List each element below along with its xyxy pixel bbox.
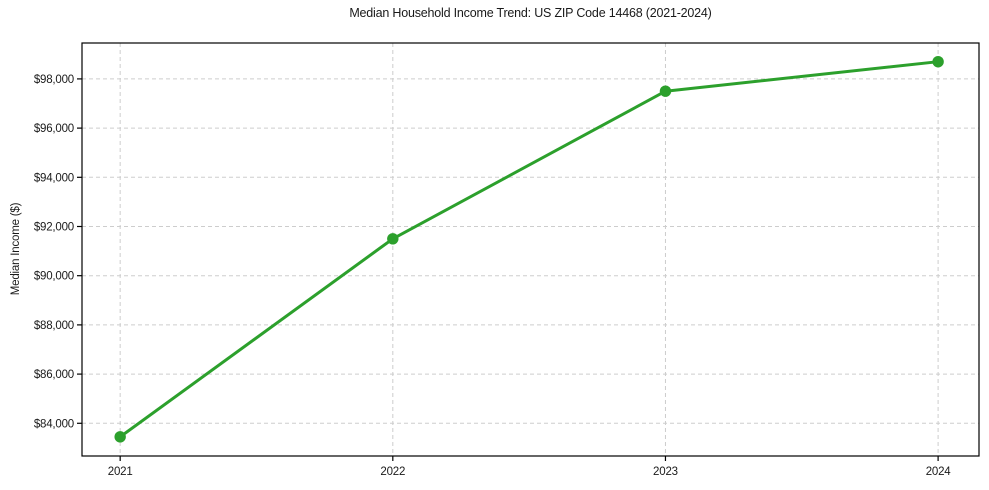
y-tick-label: $88,000 xyxy=(34,320,74,332)
data-point-marker xyxy=(659,85,672,97)
plot-border xyxy=(81,42,980,457)
income-trend-line xyxy=(118,60,940,439)
y-tick-label: $94,000 xyxy=(34,172,74,184)
y-tick-label: $98,000 xyxy=(34,74,74,86)
data-point-marker xyxy=(114,431,126,443)
y-tick-label: $86,000 xyxy=(34,369,74,381)
data-point-marker xyxy=(932,55,944,68)
x-tick-label: 2021 xyxy=(108,466,133,478)
chart-title: Median Household Income Trend: US ZIP Co… xyxy=(349,6,712,20)
y-tick-label: $92,000 xyxy=(34,222,74,234)
y-tick-label: $96,000 xyxy=(34,123,74,135)
x-tick-label: 2023 xyxy=(653,466,678,478)
y-tick-label: $90,000 xyxy=(34,271,74,283)
data-point-marker xyxy=(387,233,399,245)
y-tick-label: $84,000 xyxy=(34,418,74,430)
x-tick-label: 2022 xyxy=(380,466,405,478)
x-tick-label: 2024 xyxy=(926,466,952,478)
